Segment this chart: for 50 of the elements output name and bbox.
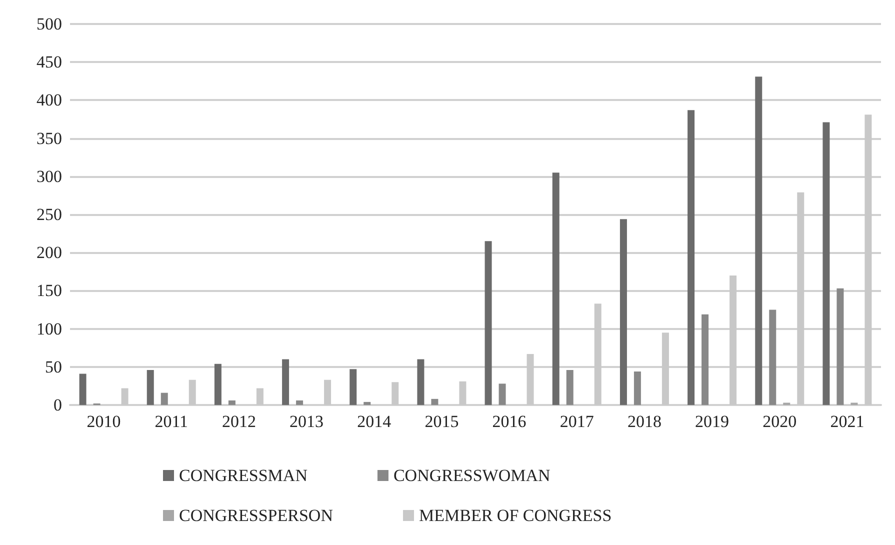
x-tick-label: 2015 — [424, 412, 459, 431]
bar — [228, 400, 236, 405]
bar — [498, 384, 506, 405]
x-tick-label: 2013 — [290, 412, 324, 431]
x-tick-label: 2012 — [222, 412, 256, 431]
bar — [702, 314, 709, 405]
bar — [79, 374, 86, 405]
bar — [755, 76, 762, 405]
legend-label: CONGRESSMAN — [179, 466, 308, 485]
bar — [214, 364, 222, 405]
y-tick-label: 450 — [36, 52, 62, 72]
bar — [836, 288, 844, 405]
bar — [160, 392, 168, 405]
bar — [634, 371, 641, 405]
y-tick-label: 100 — [36, 319, 62, 338]
y-tick-label: 150 — [36, 281, 62, 300]
bar — [364, 402, 371, 405]
bar — [146, 370, 154, 405]
bar — [688, 110, 695, 405]
legend-label: CONGRESSWOMAN — [393, 466, 550, 485]
y-tick-label: 50 — [45, 357, 62, 376]
y-tick-label: 400 — [36, 90, 62, 110]
x-tick-label: 2010 — [86, 412, 121, 431]
x-tick-label: 2014 — [357, 412, 392, 431]
bar — [296, 400, 304, 405]
x-tick-label: 2018 — [627, 412, 662, 431]
bar — [417, 359, 424, 405]
bar — [350, 369, 357, 405]
x-tick-label: 2016 — [492, 412, 526, 431]
x-tick-label: 2011 — [154, 412, 188, 431]
y-tick-label: 0 — [54, 396, 62, 414]
bar — [822, 122, 830, 405]
legend-label: CONGRESSPERSON — [179, 506, 333, 525]
y-tick-label: 350 — [36, 128, 62, 148]
bar — [431, 398, 438, 405]
y-tick-label: 300 — [36, 166, 62, 186]
bar — [769, 310, 776, 405]
x-tick-label: 2019 — [695, 412, 730, 431]
y-tick-label: 250 — [36, 205, 62, 224]
bar — [620, 219, 627, 405]
y-tick-label: 200 — [36, 243, 62, 262]
x-tick-label: 2020 — [762, 412, 797, 431]
legend-label: MEMBER OF CONGRESS — [418, 506, 612, 525]
bar — [484, 241, 492, 405]
y-tick-label: 500 — [36, 14, 62, 34]
bar — [566, 370, 574, 405]
x-tick-label: 2017 — [560, 412, 594, 431]
bar — [552, 172, 560, 405]
bar — [282, 359, 290, 405]
x-tick-label: 2021 — [830, 412, 864, 431]
